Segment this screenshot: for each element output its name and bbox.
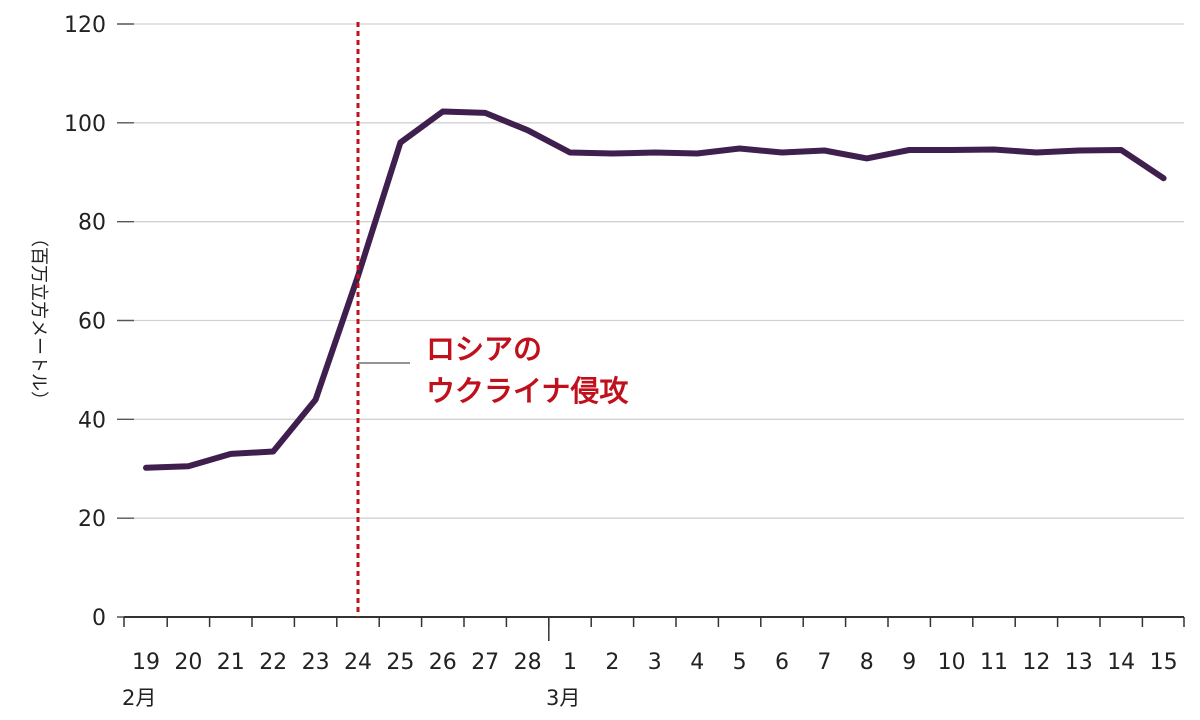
y-tick-label-0: 0 — [92, 606, 106, 631]
y-tick-label-100: 100 — [64, 112, 106, 137]
x-tick-label-15: 15 — [1150, 650, 1178, 675]
x-tick-label-12: 12 — [1022, 650, 1050, 675]
x-tick-label-10: 10 — [938, 650, 966, 675]
y-tick-label-60: 60 — [78, 310, 106, 335]
y-axis-label: （百万立方メートル） — [28, 229, 49, 409]
x-tick-label-19: 19 — [132, 650, 160, 675]
x-tick-label-20: 20 — [174, 650, 202, 675]
series-line-0 — [143, 108, 1167, 471]
x-tick-label-23: 23 — [302, 650, 330, 675]
x-tick-label-4: 4 — [690, 650, 704, 675]
y-tick-label-80: 80 — [78, 211, 106, 236]
annotation-text-1: ウクライナ侵攻 — [426, 374, 629, 408]
x-tick-label-13: 13 — [1065, 650, 1093, 675]
x-tick-label-22: 22 — [259, 650, 287, 675]
x-tick-label-9: 9 — [902, 650, 916, 675]
y-tick-label-120: 120 — [64, 13, 106, 38]
x-tick-label-21: 21 — [217, 650, 245, 675]
y-tick-label-40: 40 — [78, 408, 106, 433]
axes — [117, 23, 1185, 641]
gridlines — [134, 23, 1184, 519]
x-tick-label-27: 27 — [471, 650, 499, 675]
annotation-text-0: ロシアの — [426, 332, 542, 366]
x-tick-label-5: 5 — [733, 650, 747, 675]
x-tick-label-14: 14 — [1107, 650, 1135, 675]
series-layer — [143, 108, 1167, 471]
x-tick-label-2: 2 — [605, 650, 619, 675]
x-tick-label-1: 1 — [563, 650, 577, 675]
y-tick-label-20: 20 — [78, 507, 106, 532]
x-tick-label-11: 11 — [980, 650, 1008, 675]
month-label-1: 3月 — [546, 686, 580, 710]
x-tick-label-28: 28 — [514, 650, 542, 675]
x-tick-label-25: 25 — [386, 650, 414, 675]
x-tick-label-24: 24 — [344, 650, 372, 675]
x-tick-label-3: 3 — [648, 650, 662, 675]
month-label-0: 2月 — [122, 686, 156, 710]
x-tick-label-8: 8 — [860, 650, 874, 675]
x-tick-label-26: 26 — [429, 650, 457, 675]
x-tick-label-6: 6 — [775, 650, 789, 675]
x-tick-label-7: 7 — [817, 650, 831, 675]
